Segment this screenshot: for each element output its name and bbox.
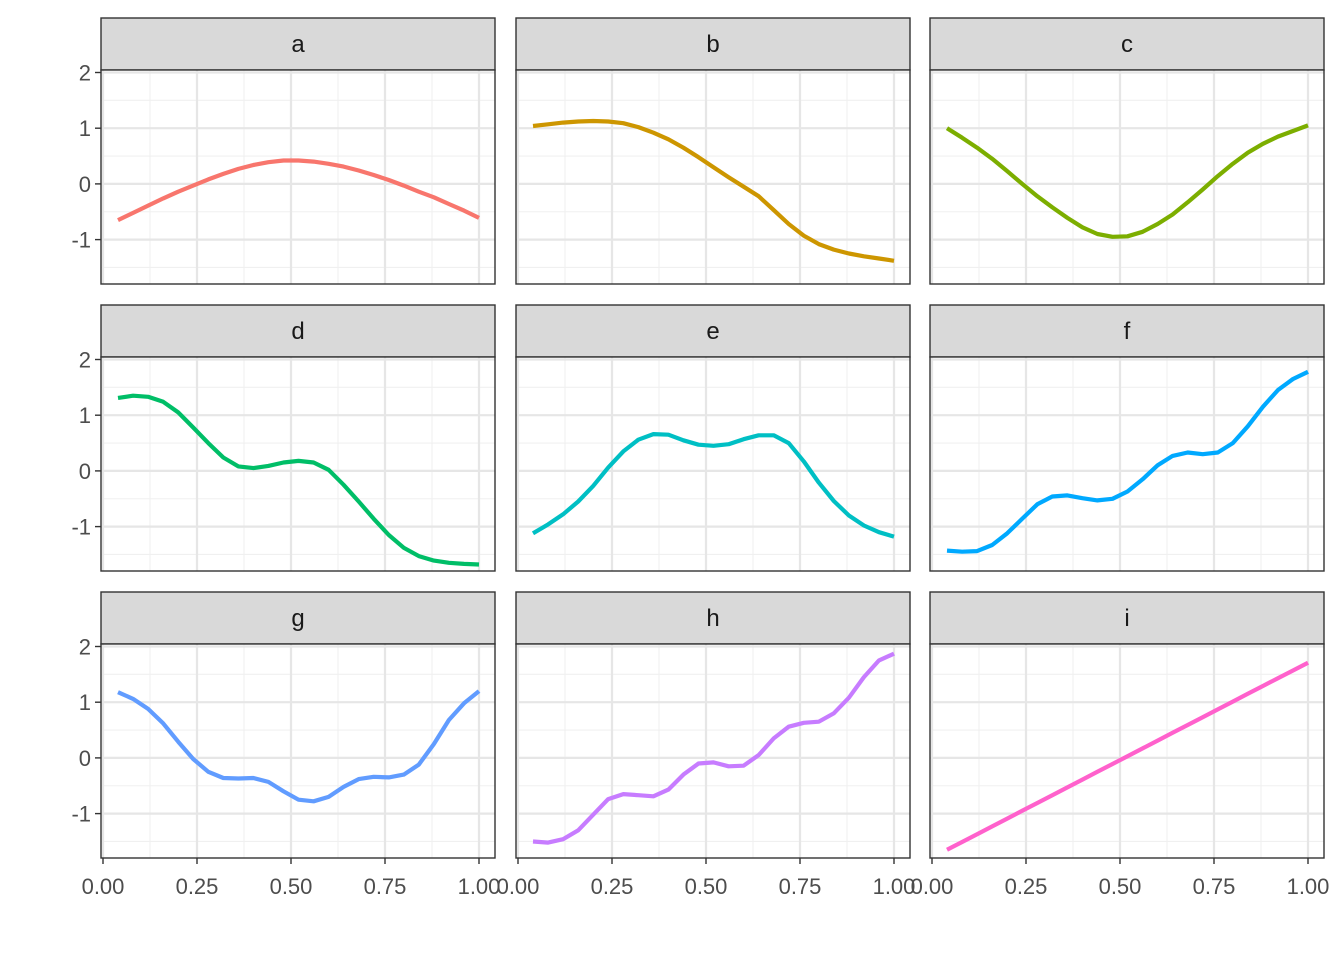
y-tick-label: 2 (79, 348, 91, 373)
panel-border-c (929, 69, 1325, 285)
y-tick-label: 0 (79, 459, 91, 484)
panel-e: e (515, 304, 911, 572)
series-line-g (117, 689, 481, 804)
x-tick-label: 0.75 (1193, 874, 1236, 899)
series-line-b (532, 118, 895, 263)
series-line-c (945, 123, 1309, 239)
panel-bg-a (101, 70, 495, 284)
y-tick-label: -1 (71, 228, 91, 253)
gridlines-i (930, 644, 1324, 858)
y-tick-label: 1 (79, 116, 91, 141)
x-tick-label: 0.00 (911, 874, 954, 899)
panel-h: h 0.00 0.25 0.50 0.75 1.00 (497, 591, 916, 899)
series-line-d (117, 393, 480, 567)
panel-border-b (515, 69, 911, 285)
x-tick-label: 1.00 (458, 874, 501, 899)
panel-border-i (929, 643, 1325, 859)
panel-g: g -1 0 1 2 0.00 0.25 0.50 0.75 1.00 (71, 591, 501, 899)
strip-label-c: c (1121, 31, 1133, 58)
x-tick-label: 0.75 (364, 874, 407, 899)
series-line-i (946, 660, 1309, 852)
panel-border-e (515, 356, 911, 572)
strip-f (929, 304, 1325, 358)
panel-f: f (929, 304, 1325, 572)
series-line-h (532, 651, 895, 845)
gridlines-d (101, 357, 495, 571)
strip-label-g: g (291, 605, 304, 632)
panel-b: b (515, 17, 911, 285)
gridlines-b (516, 70, 910, 284)
x-tick-label: 1.00 (873, 874, 916, 899)
strip-label-b: b (706, 31, 719, 58)
x-tick-label: 0.75 (779, 874, 822, 899)
strip-label-f: f (1124, 318, 1131, 345)
x-tick-label: 0.50 (270, 874, 313, 899)
strip-label-d: d (291, 318, 304, 345)
panel-bg-b (516, 70, 910, 284)
x-tick-label: 0.50 (685, 874, 728, 899)
y-tick-label: -1 (71, 802, 91, 827)
panel-bg-h (516, 644, 910, 858)
panel-border-h (515, 643, 911, 859)
panel-border-d (100, 356, 496, 572)
x-tick-label: 0.50 (1099, 874, 1142, 899)
strip-i (929, 591, 1325, 645)
x-tick-label: 1.00 (1287, 874, 1330, 899)
series-line-a (117, 158, 480, 222)
gridlines-a (101, 70, 495, 284)
panel-bg-f (930, 357, 1324, 571)
gridlines-g (101, 644, 495, 858)
panel-bg-d (101, 357, 495, 571)
panel-bg-c (930, 70, 1324, 284)
y-tick-label: 1 (79, 403, 91, 428)
series-line-f (946, 369, 1309, 554)
x-tick-label: 0.00 (497, 874, 540, 899)
panel-border-f (929, 356, 1325, 572)
x-tick-label: 0.25 (176, 874, 219, 899)
y-tick-label: 1 (79, 690, 91, 715)
panel-bg-e (516, 357, 910, 571)
panel-bg-g (101, 644, 495, 858)
strip-label-e: e (706, 318, 719, 345)
panel-c: c (929, 17, 1325, 285)
y-tick-label: 2 (79, 635, 91, 660)
y-tick-label: 0 (79, 746, 91, 771)
panel-i: i 0.00 0.25 0.50 0.75 1.00 (911, 591, 1330, 899)
x-tick-label: 0.25 (591, 874, 634, 899)
y-tick-label: -1 (71, 515, 91, 540)
strip-a (100, 17, 496, 71)
strip-e (515, 304, 911, 358)
strip-d (100, 304, 496, 358)
series-line-e (531, 432, 895, 539)
x-tick-label: 0.25 (1005, 874, 1048, 899)
panel-border-a (100, 69, 496, 285)
strip-g (100, 591, 496, 645)
x-tick-label: 0.00 (82, 874, 125, 899)
strip-b (515, 17, 911, 71)
y-tick-label: 0 (79, 172, 91, 197)
panel-a: a -1 0 1 2 (71, 17, 496, 285)
strip-label-h: h (706, 605, 719, 632)
y-tick-label: 2 (79, 61, 91, 86)
strip-c (929, 17, 1325, 71)
panel-border-g (100, 643, 496, 859)
panel-d: d -1 0 1 2 (71, 304, 496, 572)
strip-label-i: i (1124, 605, 1129, 632)
strip-label-a: a (291, 31, 305, 58)
